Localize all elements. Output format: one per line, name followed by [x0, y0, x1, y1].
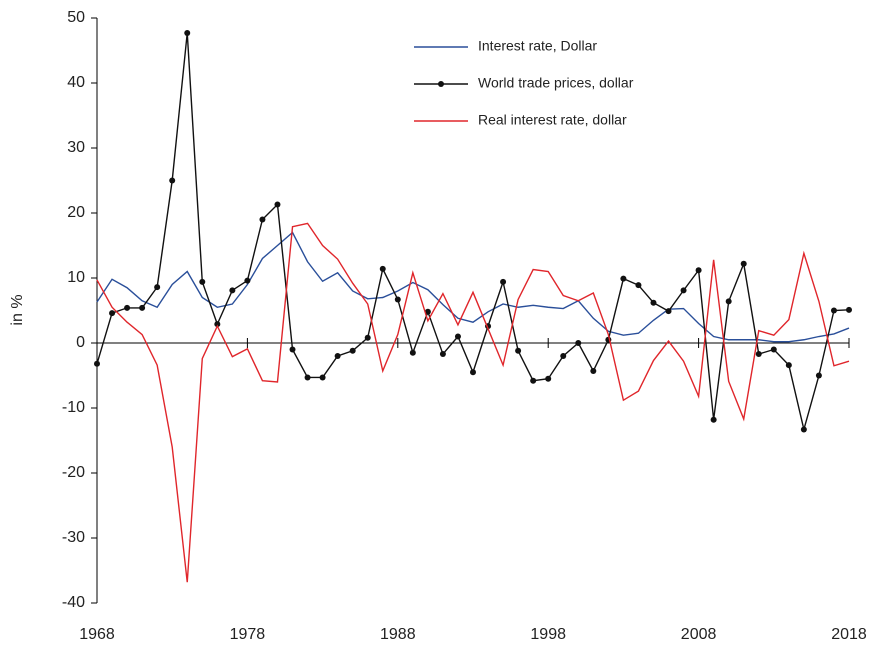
point: [319, 374, 326, 381]
y-tick-label: 30: [67, 139, 85, 156]
y-tick-label: 0: [76, 334, 85, 351]
point: [244, 277, 251, 284]
point: [259, 216, 266, 223]
x-tick-label: 2008: [681, 626, 717, 643]
point: [710, 416, 717, 423]
point: [139, 304, 146, 311]
legend-label: Real interest rate, dollar: [478, 112, 627, 128]
point: [229, 287, 236, 294]
point: [650, 299, 657, 306]
y-tick-label: 50: [67, 9, 85, 26]
point: [289, 346, 296, 353]
point: [274, 201, 281, 208]
x-tick-label: 1998: [530, 626, 566, 643]
point: [515, 347, 522, 354]
point: [545, 375, 552, 382]
x-tick-label: 2018: [831, 626, 867, 643]
point: [424, 308, 431, 315]
point: [409, 349, 416, 356]
point: [846, 306, 852, 313]
x-tick-label: 1988: [380, 626, 416, 643]
point: [575, 340, 582, 346]
point: [124, 304, 131, 311]
point: [590, 367, 597, 374]
y-tick-label: 10: [67, 269, 85, 286]
point: [530, 377, 537, 384]
point: [439, 351, 446, 358]
y-tick-label: 40: [67, 74, 85, 91]
point: [364, 334, 371, 341]
point: [454, 333, 461, 340]
point: [560, 353, 567, 359]
point: [500, 278, 507, 285]
point: [635, 282, 642, 289]
point: [184, 29, 191, 36]
point: [725, 298, 732, 305]
point: [349, 347, 356, 354]
y-axis-label: in %: [9, 294, 26, 325]
x-tick-label: 1978: [230, 626, 266, 643]
point: [169, 177, 176, 184]
legend-label: World trade prices, dollar: [478, 75, 634, 91]
point: [109, 310, 116, 317]
y-tick-label: -40: [62, 594, 85, 611]
point: [800, 426, 807, 433]
point: [214, 321, 221, 328]
point: [740, 260, 747, 267]
point: [379, 265, 386, 272]
series-line: [96, 231, 850, 343]
point: [94, 360, 100, 367]
point: [785, 362, 792, 369]
point: [304, 374, 311, 381]
series-line: [96, 222, 850, 583]
point: [755, 351, 762, 358]
legend-marker: [438, 81, 444, 87]
point: [199, 278, 206, 285]
point: [770, 346, 777, 353]
point: [470, 369, 476, 376]
x-tick-label: 1968: [79, 626, 115, 643]
y-tick-label: -10: [62, 399, 85, 416]
point: [830, 307, 837, 314]
point: [815, 372, 822, 379]
y-tick-label: -20: [62, 464, 85, 481]
point: [680, 287, 687, 294]
point: [394, 296, 401, 303]
legend-label: Interest rate, Dollar: [478, 38, 597, 54]
point: [665, 308, 672, 315]
point: [154, 284, 161, 291]
y-tick-label: -30: [62, 529, 85, 546]
point: [620, 275, 627, 282]
point: [334, 353, 341, 359]
y-tick-label: 20: [67, 204, 85, 221]
point: [695, 267, 702, 274]
